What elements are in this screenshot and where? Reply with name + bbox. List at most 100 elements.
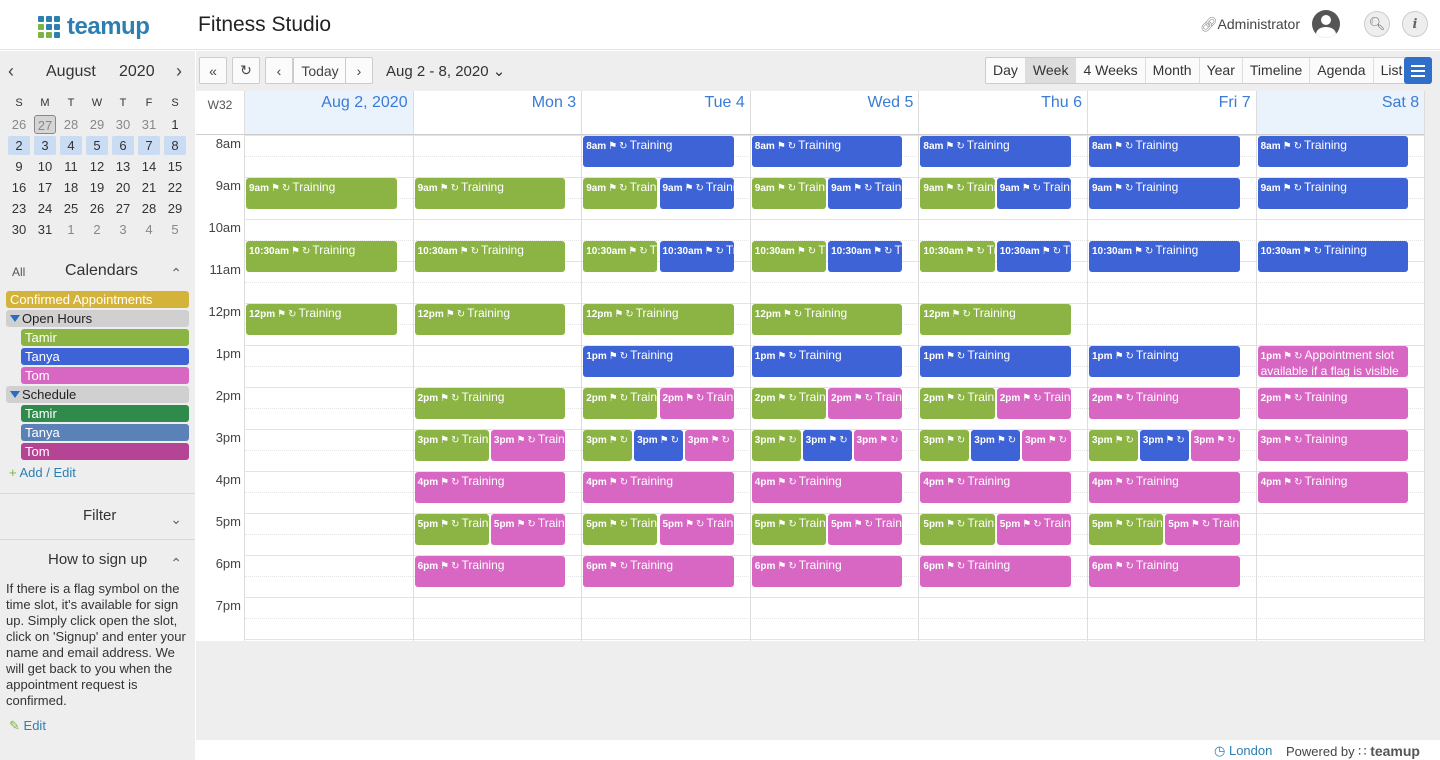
event[interactable]: 10:30am⚑↻Training bbox=[246, 241, 397, 272]
minical-day[interactable]: 31 bbox=[37, 222, 53, 237]
event[interactable]: 3pm ⚑ ↻ bbox=[1139, 430, 1189, 461]
event[interactable]: 2pm⚑↻Training bbox=[583, 388, 658, 419]
event[interactable]: 3pm⚑↻Training bbox=[490, 430, 566, 461]
event[interactable]: 8am ⚑ ↻ Training bbox=[920, 136, 1071, 167]
event[interactable]: 10:30am⚑↻Training bbox=[1089, 241, 1240, 272]
minical-day[interactable]: 26 bbox=[89, 201, 105, 216]
event[interactable]: 10:30am⚑↻Training bbox=[828, 241, 903, 272]
event[interactable]: 3pm ⚑ ↻ bbox=[684, 430, 734, 461]
event[interactable]: 2pm⚑↻Training bbox=[1257, 388, 1409, 419]
minical-next-button[interactable]: › bbox=[176, 61, 182, 81]
today-button[interactable]: Today bbox=[293, 57, 347, 84]
minical-day[interactable]: 26 bbox=[11, 117, 27, 132]
day-header[interactable]: Mon 3 bbox=[413, 91, 583, 135]
calendar-item[interactable]: Tom bbox=[21, 367, 189, 384]
minical-day[interactable]: 17 bbox=[37, 180, 53, 195]
minical-day[interactable]: 19 bbox=[89, 180, 105, 195]
minical-day[interactable]: 15 bbox=[167, 159, 183, 174]
event[interactable]: 6pm ⚑ ↻ Training bbox=[583, 556, 734, 587]
event[interactable]: 12pm ⚑ ↻ Training bbox=[920, 304, 1071, 335]
event[interactable]: 9am⚑↻Training bbox=[1089, 178, 1240, 209]
minical-day[interactable]: 31 bbox=[141, 117, 157, 132]
event[interactable]: 10:30am⚑↻Training bbox=[751, 241, 827, 272]
minical-day[interactable]: 24 bbox=[37, 201, 53, 216]
view-tab[interactable]: List bbox=[1380, 62, 1403, 78]
event[interactable]: 9am⚑↻Training bbox=[583, 178, 658, 209]
day-header[interactable]: Wed 5 bbox=[750, 91, 920, 135]
minical-day[interactable]: 30 bbox=[11, 222, 27, 237]
event[interactable]: 9am⚑↻Training bbox=[414, 178, 566, 209]
event[interactable]: 4pm ⚑ ↻ Training bbox=[920, 472, 1071, 503]
event[interactable]: 10:30am⚑↻Training bbox=[996, 241, 1071, 272]
minical-day[interactable]: 27 bbox=[34, 115, 56, 134]
minical-day[interactable]: 8 bbox=[164, 136, 186, 155]
date-range-picker[interactable]: Aug 2 - 8, 2020 ⌄ bbox=[386, 62, 505, 80]
view-tab[interactable]: Timeline bbox=[1243, 58, 1311, 83]
event[interactable]: 5pm⚑↻Training bbox=[1165, 514, 1240, 545]
collapse-sidebar-button[interactable]: « bbox=[199, 57, 227, 84]
event[interactable]: 2pm⚑↻Training bbox=[414, 388, 566, 419]
event[interactable]: 1pm ⚑ ↻ Appointment slot available if a fla… bbox=[1257, 346, 1409, 377]
event[interactable]: 5pm⚑↻Training bbox=[751, 514, 827, 545]
event[interactable]: 3pm ⚑ ↻ bbox=[971, 430, 1021, 461]
day-header[interactable]: Thu 6 bbox=[919, 91, 1088, 135]
minical-day[interactable]: 23 bbox=[11, 201, 27, 216]
view-tab[interactable]: Day bbox=[986, 58, 1026, 83]
event[interactable]: 2pm⚑↻Training bbox=[920, 388, 995, 419]
minical-day[interactable]: 22 bbox=[167, 180, 183, 195]
minical-day[interactable]: 5 bbox=[171, 222, 179, 237]
minical-day[interactable]: 25 bbox=[63, 201, 79, 216]
calendar-group[interactable]: Schedule bbox=[6, 386, 189, 403]
minical-day[interactable]: 4 bbox=[60, 136, 82, 155]
calendar-item[interactable]: Tanya bbox=[21, 424, 189, 441]
view-tab[interactable]: Agenda bbox=[1310, 58, 1374, 83]
minical-day[interactable]: 6 bbox=[112, 136, 134, 155]
event[interactable]: 3pm ⚑ ↻ bbox=[1089, 430, 1138, 461]
event[interactable]: 3pm ⚑ ↻ bbox=[583, 430, 633, 461]
event[interactable]: 10:30am⚑↻Training bbox=[659, 241, 734, 272]
event[interactable]: 5pm⚑↻Training bbox=[490, 514, 566, 545]
minical-day[interactable]: 12 bbox=[89, 159, 105, 174]
calendar-item[interactable]: Tamir bbox=[21, 405, 189, 422]
all-calendars-toggle[interactable]: All bbox=[12, 265, 26, 279]
event[interactable]: 8am ⚑ ↻ Training bbox=[583, 136, 734, 167]
event[interactable]: 3pm ⚑ ↻ bbox=[853, 430, 903, 461]
event[interactable]: 3pm ⚑ ↻ bbox=[920, 430, 970, 461]
event[interactable]: 6pm ⚑ ↻ Training bbox=[751, 556, 903, 587]
next-week-button[interactable]: › bbox=[345, 57, 373, 84]
event[interactable]: 2pm⚑↻Training bbox=[751, 388, 827, 419]
calendar-item[interactable]: Tanya bbox=[21, 348, 189, 365]
event[interactable]: 9am⚑↻Training bbox=[1257, 178, 1409, 209]
event[interactable]: 3pm⚑↻Training bbox=[414, 430, 489, 461]
grid-body[interactable]: 9am ⚑ ↻ Training 10:30am ⚑ ↻ Training 12pm ⚑ ↻ Trai… bbox=[245, 135, 1426, 641]
minical-day[interactable]: 30 bbox=[115, 117, 131, 132]
event[interactable]: 2pm⚑↻Training bbox=[996, 388, 1071, 419]
minical-day[interactable]: 13 bbox=[115, 159, 131, 174]
event[interactable]: 8am ⚑ ↻ Training bbox=[1257, 136, 1409, 167]
event[interactable]: 3pm⚑↻Training bbox=[1257, 430, 1409, 461]
refresh-button[interactable]: ↻ bbox=[232, 57, 260, 84]
day-header[interactable]: Tue 4 bbox=[582, 91, 751, 135]
event[interactable]: 4pm ⚑ ↻ Training bbox=[751, 472, 903, 503]
event[interactable]: 2pm⚑↻Training bbox=[659, 388, 734, 419]
minical-day[interactable]: 9 bbox=[15, 159, 23, 174]
event[interactable]: 5pm⚑↻Training bbox=[920, 514, 995, 545]
avatar[interactable] bbox=[1312, 10, 1340, 38]
minical-day[interactable]: 27 bbox=[115, 201, 131, 216]
event[interactable]: 10:30am⚑↻Training bbox=[583, 241, 658, 272]
event[interactable]: 3pm ⚑ ↻ bbox=[802, 430, 852, 461]
event[interactable]: 9am⚑↻Training bbox=[659, 178, 734, 209]
event[interactable]: 2pm⚑↻Training bbox=[1089, 388, 1240, 419]
minical-day[interactable]: 14 bbox=[141, 159, 157, 174]
signup-header[interactable]: How to sign up ⌃ bbox=[0, 551, 195, 573]
powered-by[interactable]: Powered by ∷ teamup bbox=[1286, 743, 1420, 760]
minical-prev-button[interactable]: ‹ bbox=[8, 61, 14, 81]
event[interactable]: 4pm ⚑ ↻ Training bbox=[414, 472, 566, 503]
event[interactable]: 5pm⚑↻Training bbox=[828, 514, 903, 545]
event[interactable]: 6pm ⚑ ↻ Training bbox=[920, 556, 1071, 587]
info-button[interactable]: i bbox=[1402, 11, 1428, 37]
event[interactable]: 12pm ⚑ ↻ Training bbox=[246, 304, 397, 335]
event[interactable]: 6pm ⚑ ↻ Training bbox=[414, 556, 566, 587]
event[interactable]: 1pm ⚑ ↻ Training bbox=[751, 346, 903, 377]
event[interactable]: 4pm ⚑ ↻ Training bbox=[1257, 472, 1409, 503]
